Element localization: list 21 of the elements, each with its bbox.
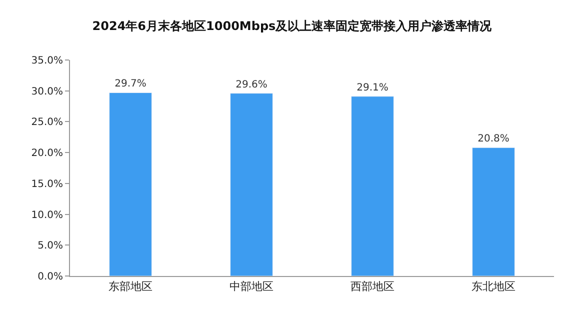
x-tick-label: 西部地区 xyxy=(350,280,394,294)
bar xyxy=(109,92,152,276)
y-tick-label: 30.0% xyxy=(31,86,63,98)
y-tick-label: 10.0% xyxy=(31,210,63,221)
y-tick-label: 0.0% xyxy=(38,272,63,282)
y-tick-label: 35.0% xyxy=(31,56,63,66)
x-tick-label: 东部地区 xyxy=(108,280,152,294)
bar xyxy=(230,93,273,276)
x-tick-label: 中部地区 xyxy=(230,280,274,294)
y-tick-label: 25.0% xyxy=(31,117,63,128)
chart-title: 2024年6月末各地区1000Mbps及以上速率固定宽带接入用户渗透率情况 xyxy=(92,19,493,34)
data-label: 29.6% xyxy=(236,79,268,90)
bar xyxy=(472,147,515,276)
data-label: 29.1% xyxy=(356,82,388,94)
data-label: 20.8% xyxy=(478,134,510,145)
y-tick-label: 20.0% xyxy=(31,148,63,160)
y-tick-label: 15.0% xyxy=(31,178,63,190)
x-tick-label: 东北地区 xyxy=(472,280,516,294)
bar xyxy=(351,96,394,276)
data-label: 29.7% xyxy=(114,78,146,90)
y-tick-label: 5.0% xyxy=(38,240,63,252)
